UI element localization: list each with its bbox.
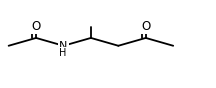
Text: O: O	[141, 20, 150, 33]
Text: O: O	[32, 20, 41, 33]
Text: H: H	[59, 48, 66, 58]
Text: N: N	[59, 41, 68, 51]
